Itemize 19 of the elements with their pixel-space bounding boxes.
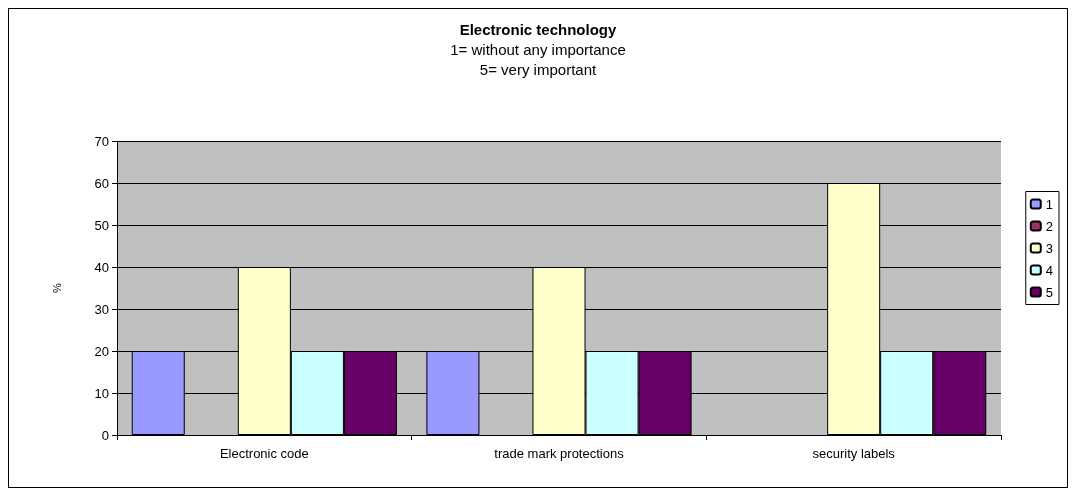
y-tick-label: 0: [101, 427, 109, 443]
legend-label: 1: [1045, 196, 1053, 212]
x-tick-label: trade mark protections: [494, 446, 625, 461]
legend-label: 3: [1045, 240, 1053, 256]
legend-label: 4: [1045, 262, 1053, 278]
chart-subtitle: 1= without any importance 5= very important: [450, 40, 626, 78]
y-tick-label: 70: [94, 133, 109, 149]
y-tick-label: 20: [94, 343, 109, 359]
y-tick-label: 10: [94, 385, 109, 401]
y-tick-label: 30: [94, 301, 109, 317]
y-tick-label: 60: [94, 175, 109, 191]
y-axis-title: %: [50, 282, 63, 293]
x-tick-label: security labels: [812, 446, 896, 461]
y-tick-label: 40: [94, 259, 109, 275]
legend-label: 2: [1045, 218, 1053, 234]
legend-label: 5: [1045, 284, 1053, 300]
x-tick-label: Electronic code: [219, 446, 309, 461]
y-tick-label: 50: [94, 217, 109, 233]
chart-title: Electronic technology: [459, 21, 617, 38]
